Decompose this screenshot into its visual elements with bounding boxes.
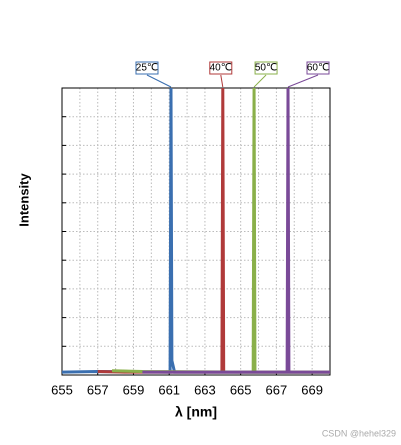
annotation-arrow xyxy=(253,74,267,88)
label-box xyxy=(209,61,233,75)
series-line xyxy=(97,87,330,374)
x-tick-label: 659 xyxy=(123,382,145,397)
y-axis-label: Intensity xyxy=(16,173,31,227)
series-label: 25℃ xyxy=(136,63,158,74)
x-axis-label: λ [nm] xyxy=(175,404,217,420)
annotation-arrow xyxy=(146,74,172,88)
x-tick-label: 667 xyxy=(266,382,288,397)
x-tick-label: 665 xyxy=(230,382,252,397)
label-box xyxy=(306,61,330,75)
x-tick-label: 655 xyxy=(51,382,73,397)
annotation-arrow xyxy=(287,74,319,88)
x-tick-label: 663 xyxy=(194,382,216,397)
x-tick-label: 657 xyxy=(87,382,109,397)
series-label: 60℃ xyxy=(307,63,329,74)
x-tick-label: 669 xyxy=(301,382,323,397)
annotation-arrow xyxy=(220,74,224,88)
label-box xyxy=(135,61,159,75)
label-box xyxy=(254,61,278,75)
series-label: 40℃ xyxy=(210,63,232,74)
series-line xyxy=(142,87,330,374)
series-label: 50℃ xyxy=(255,63,277,74)
plot-frame xyxy=(61,87,331,376)
x-tick-label: 661 xyxy=(158,382,180,397)
watermark: CSDN @hehel329 xyxy=(322,428,396,438)
